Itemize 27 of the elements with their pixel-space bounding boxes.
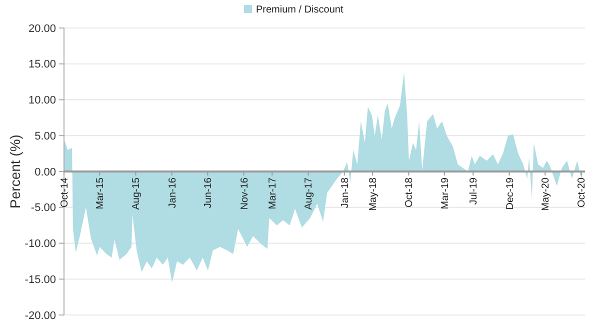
y-tick-label: 20.00	[28, 22, 56, 35]
x-tick-label: Jul-19	[468, 177, 480, 205]
x-tick-label: Mar-17	[268, 177, 279, 210]
y-tick-label: -20.00	[24, 310, 56, 321]
x-tick-label: Oct-14	[60, 177, 70, 208]
y-tick-label: -10.00	[24, 238, 56, 250]
x-tick-label: Dec-19	[504, 177, 516, 210]
legend-label: Premium / Discount	[256, 4, 344, 16]
x-tick-label: Mar-15	[95, 177, 106, 210]
x-tick-label: Aug-17	[304, 177, 315, 210]
x-tick-label: Jan-16	[167, 177, 178, 208]
y-tick-label: 5.00	[34, 130, 56, 142]
y-tick-label: 15.00	[28, 58, 56, 71]
y-tick-label: -5.00	[30, 202, 56, 214]
x-tick-label: Aug-15	[131, 177, 142, 210]
x-tick-label: Jun-16	[203, 177, 214, 208]
y-axis-title: Percent (%)	[7, 134, 23, 208]
x-tick-label: Nov-16	[239, 177, 250, 210]
y-tick-label: -15.00	[24, 274, 56, 286]
x-tick-label: May-18	[368, 177, 380, 211]
y-tick-label: 0.00	[34, 166, 56, 178]
x-tick-label: Jan-18	[340, 177, 351, 208]
x-tick-label: May-20	[540, 177, 552, 211]
y-tick-label: 10.00	[28, 94, 56, 107]
x-tick-label: Mar-19	[440, 177, 451, 210]
x-tick-label: Oct-20	[576, 177, 588, 208]
x-tick-label: Oct-18	[404, 177, 416, 208]
